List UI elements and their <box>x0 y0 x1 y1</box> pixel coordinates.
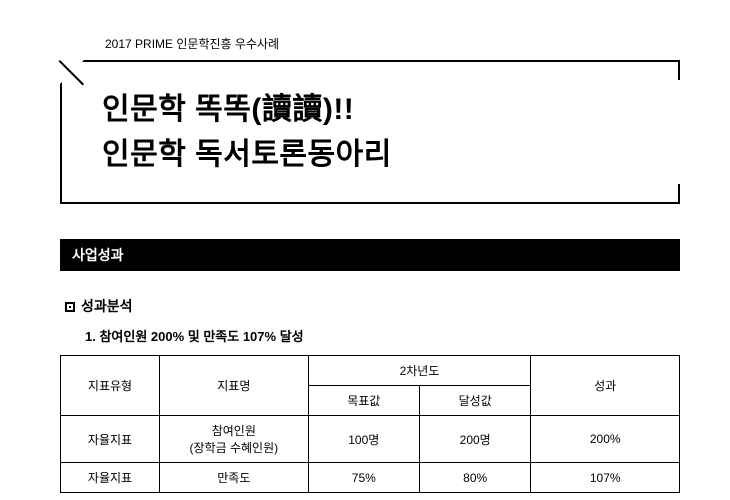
top-caption: 2017 PRIME 인문학진흥 우수사례 <box>105 35 680 52</box>
document-page: 2017 PRIME 인문학진흥 우수사례 인문학 똑똑(讀讀)!! 인문학 독… <box>0 0 730 493</box>
table-row: 자율지표 만족도 75% 80% 107% <box>61 463 680 493</box>
title-line-1: 인문학 똑똑(讀讀)!! <box>102 87 650 132</box>
cell-actual: 80% <box>419 463 530 493</box>
th-type: 지표유형 <box>61 356 160 416</box>
analysis-item-1: 1. 참여인원 200% 및 만족도 107% 달성 <box>85 326 680 345</box>
th-actual: 달성값 <box>419 386 530 416</box>
cell-target: 100명 <box>308 416 419 463</box>
frame-corner-bottom <box>678 184 680 202</box>
th-year2: 2차년도 <box>308 356 531 386</box>
title-frame: 인문학 똑똑(讀讀)!! 인문학 독서토론동아리 <box>60 60 680 204</box>
cell-name: 만족도 <box>160 463 309 493</box>
table-row: 자율지표 참여인원 (장학금 수혜인원) 100명 200명 200% <box>61 416 680 463</box>
cell-target: 75% <box>308 463 419 493</box>
th-result: 성과 <box>531 356 680 416</box>
cell-type: 자율지표 <box>61 463 160 493</box>
table-header-row-1: 지표유형 지표명 2차년도 성과 <box>61 356 680 386</box>
th-target: 목표값 <box>308 386 419 416</box>
th-name: 지표명 <box>160 356 309 416</box>
performance-table: 지표유형 지표명 2차년도 성과 목표값 달성값 자율지표 참여인원 (장학금 … <box>60 355 680 493</box>
analysis-heading-text: 성과분석 <box>81 298 133 314</box>
section-bar: 사업성과 <box>60 239 680 271</box>
cell-result: 107% <box>531 463 680 493</box>
frame-corner-top <box>678 62 680 80</box>
title-line-2: 인문학 독서토론동아리 <box>102 132 650 177</box>
analysis-heading: 성과분석 <box>65 296 680 316</box>
cell-type: 자율지표 <box>61 416 160 463</box>
cell-name: 참여인원 (장학금 수혜인원) <box>160 416 309 463</box>
cell-actual: 200명 <box>419 416 530 463</box>
cell-result: 200% <box>531 416 680 463</box>
bullet-square-icon <box>65 302 75 312</box>
